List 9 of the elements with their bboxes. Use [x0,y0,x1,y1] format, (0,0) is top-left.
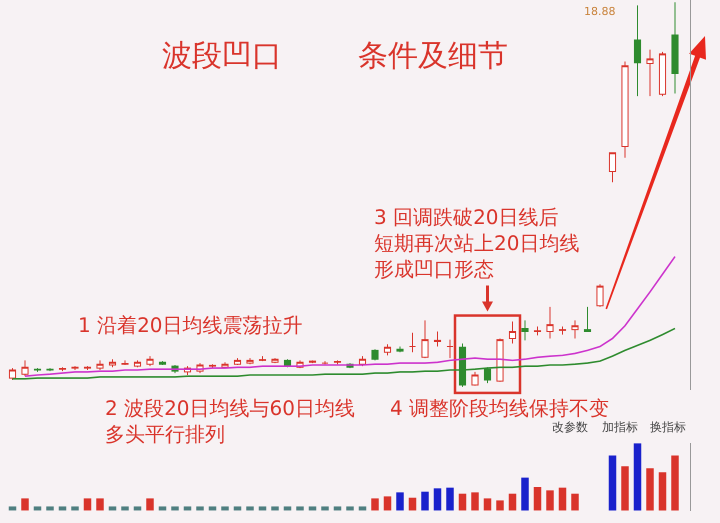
text: 改参数 [552,420,588,434]
text: 4 调整阶段均线保持不变 [390,396,610,420]
text: 加指标 [602,420,638,434]
annotation: 2 波段20日均线与60日均线多头平行排列 [105,396,355,446]
annotation: 3 回调跌破20日线后短期再次站上20日均线形成凹口形态 [374,205,580,281]
annotation: 1 沿着20日均线震荡拉升 [78,313,303,337]
annotation: 18.88 [584,5,616,18]
text: 波段凹口 条件及细节 [162,38,508,74]
text: 换指标 [650,420,686,434]
